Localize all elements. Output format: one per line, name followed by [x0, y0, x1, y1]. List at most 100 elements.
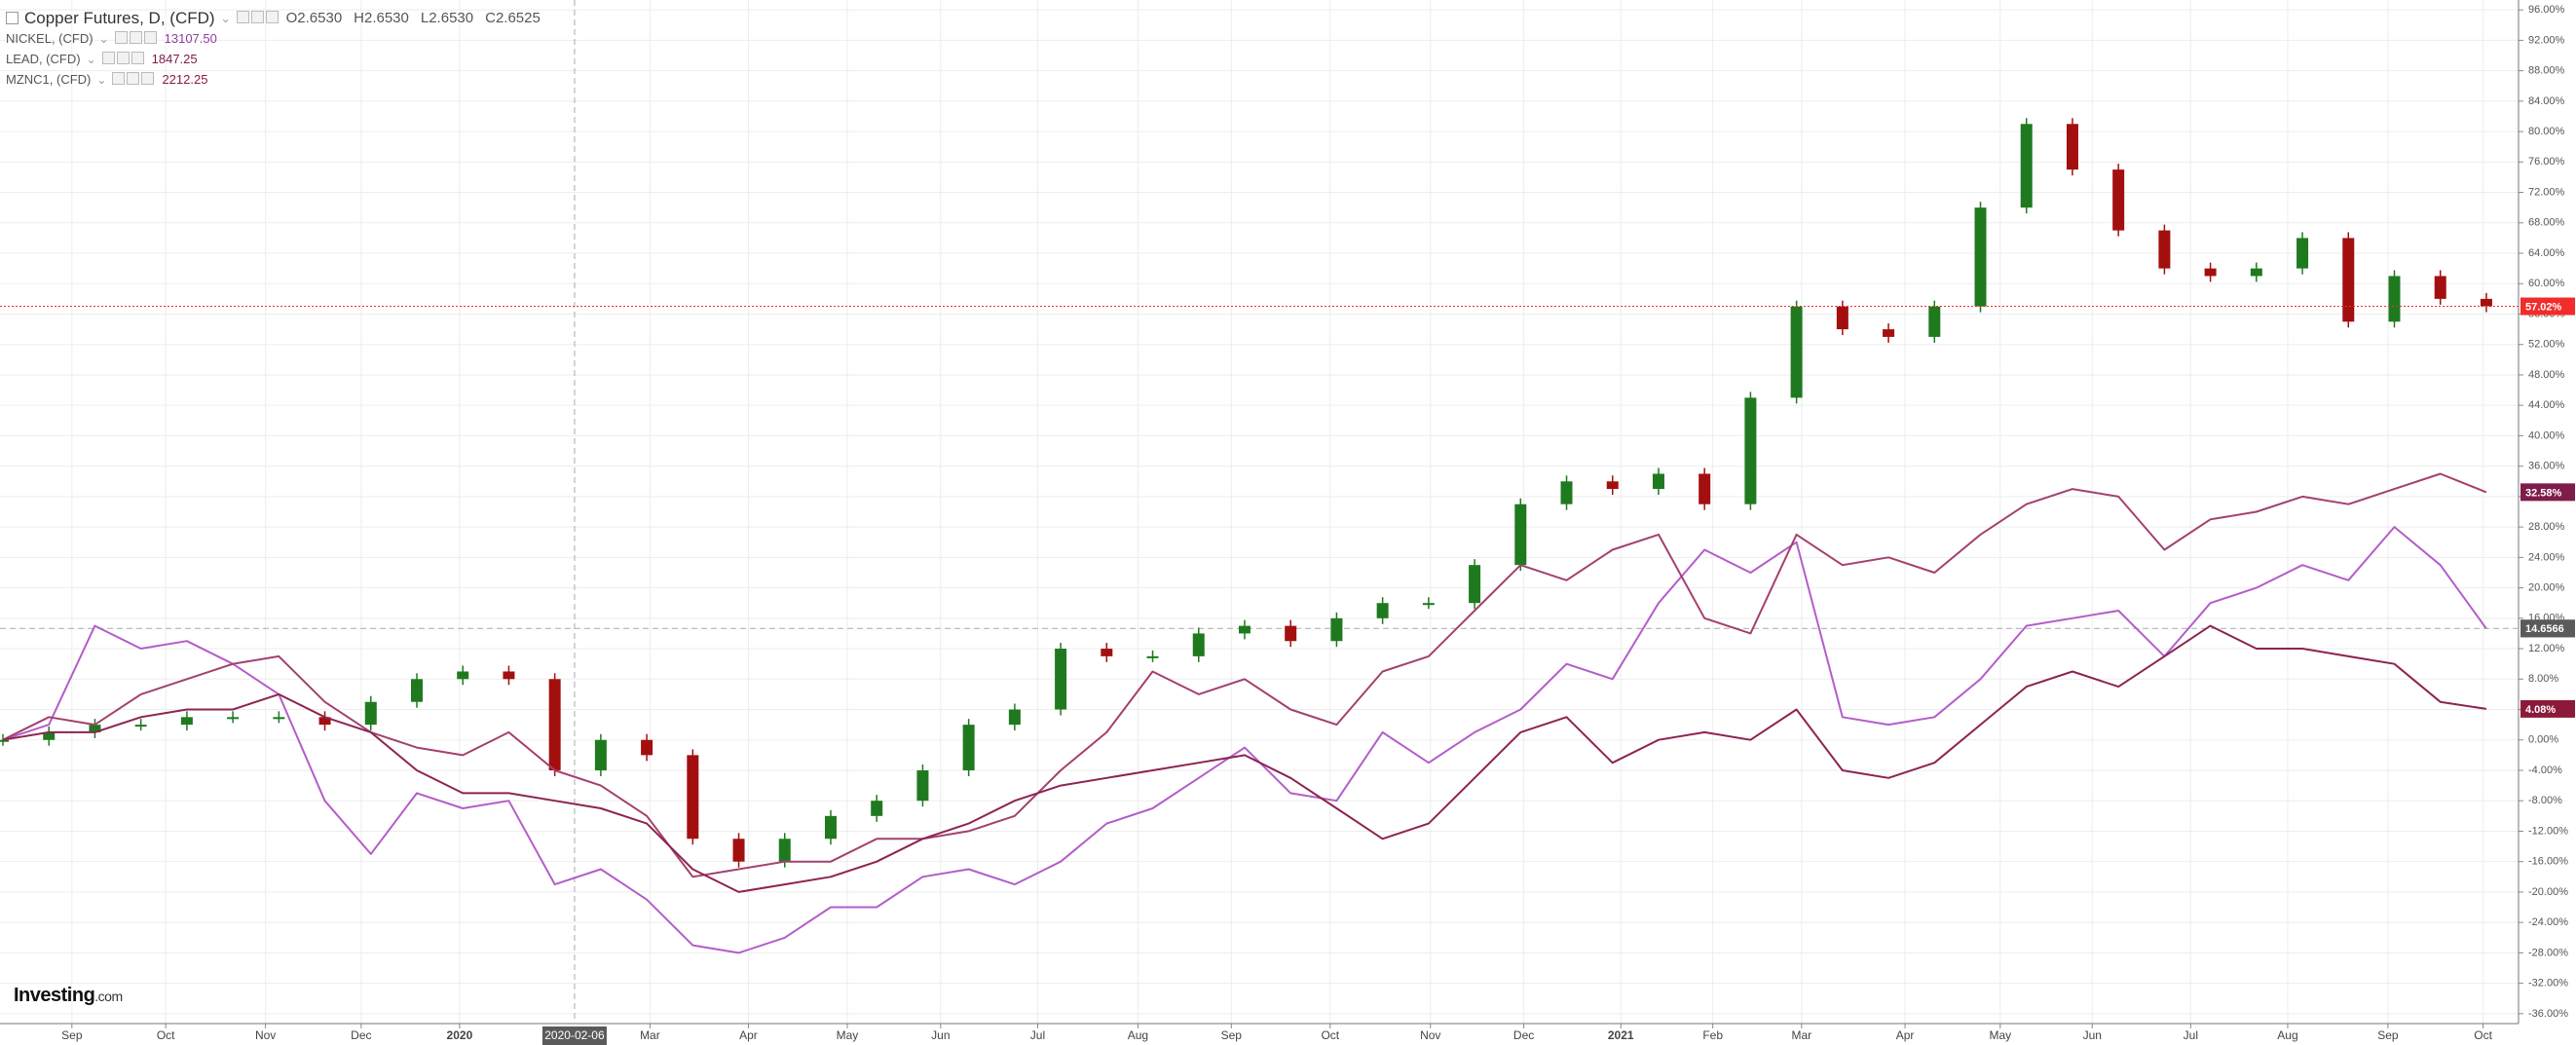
x-tick-label: Apr [739, 1028, 758, 1042]
y-tick-label: -4.00% [2528, 765, 2562, 776]
candle-body [1514, 504, 1527, 566]
candle-body [89, 725, 101, 732]
y-tick-label: 68.00% [2528, 217, 2565, 229]
y-tick-label: -8.00% [2528, 795, 2562, 806]
candle-body [1883, 329, 1895, 337]
caret[interactable]: ⌄ [96, 72, 107, 87]
button[interactable] [143, 30, 157, 44]
x-tick-label: Oct [2474, 1028, 2492, 1042]
last-value-label: 57.02% [2520, 297, 2575, 316]
last-value-text: 4.08% [2525, 704, 2556, 716]
x-tick-label: Jul [1030, 1028, 1045, 1042]
candle-body [364, 701, 377, 726]
x-tick-label: Aug [1128, 1028, 1148, 1042]
x-tick-label: May [1989, 1028, 2011, 1042]
y-tick-label: 64.00% [2528, 247, 2565, 259]
candle-body [273, 717, 285, 720]
button[interactable] [116, 51, 130, 64]
x-tick-label: Mar [1791, 1028, 1811, 1042]
y-tick-label: 44.00% [2528, 399, 2565, 411]
last-value-bg [2520, 699, 2575, 718]
candle-body [1330, 617, 1343, 642]
y-tick-label: -28.00% [2528, 947, 2568, 958]
candle-body [1928, 306, 1941, 337]
candle-body [2388, 276, 2401, 322]
series-line [2, 526, 2487, 954]
button[interactable] [114, 30, 128, 44]
button[interactable] [129, 30, 142, 44]
candle-body [916, 769, 929, 802]
y-tick-label: 0.00% [2528, 734, 2558, 746]
last-value-text: 32.58% [2525, 487, 2562, 499]
button[interactable] [101, 51, 115, 64]
x-tick-label: Jul [2184, 1028, 2198, 1042]
candle-body [1974, 207, 1987, 307]
candle-body [2296, 238, 2309, 269]
button[interactable] [131, 51, 144, 64]
legend-price: 13107.50 [164, 30, 217, 46]
x-tick-label: Jun [931, 1028, 950, 1042]
y-tick-label: -20.00% [2528, 886, 2568, 898]
candle-body [1146, 655, 1159, 658]
caret[interactable]: ⌄ [220, 11, 231, 25]
y-tick-label: -12.00% [2528, 825, 2568, 837]
logo: Investing.com [14, 985, 123, 1007]
candle-body [1192, 633, 1205, 656]
ohlc-high: H2.6530 [354, 9, 409, 26]
button[interactable] [265, 10, 279, 23]
buttons [112, 70, 156, 90]
brand: Investing [14, 985, 95, 1006]
x-tick-label: Jun [2083, 1028, 2102, 1042]
candle-body [1469, 565, 1481, 604]
button[interactable] [127, 71, 140, 85]
crosshair-x-bg [541, 1026, 607, 1045]
y-tick-label: 92.00% [2528, 34, 2565, 46]
legend-name: LEAD, (CFD) [6, 51, 81, 66]
candle-body [1101, 649, 1113, 656]
collapse-icon[interactable] [6, 12, 19, 24]
candle-body [410, 679, 423, 702]
candle-body [871, 801, 883, 816]
y-tick-label: 28.00% [2528, 521, 2565, 533]
x-tick-label: Aug [2277, 1028, 2297, 1042]
candle-body [2112, 169, 2125, 231]
y-tick-label: 96.00% [2528, 4, 2565, 16]
candle-body [1285, 625, 1297, 642]
x-tick-label: 2021 [1608, 1028, 1634, 1042]
candle-body [227, 717, 240, 720]
caret[interactable]: ⌄ [98, 31, 109, 46]
candle-body [2480, 298, 2492, 307]
x-tick-label: Sep [61, 1028, 83, 1042]
button[interactable] [236, 10, 249, 23]
candle-body [2434, 276, 2446, 299]
candle-body [962, 725, 975, 770]
candle-body [778, 839, 791, 862]
ohlc-low: L2.6530 [420, 9, 474, 26]
y-tick-label: 76.00% [2528, 156, 2565, 168]
y-tick-label: 36.00% [2528, 461, 2565, 472]
legend-row: NICKEL, (CFD) ⌄ 13107.50 [6, 28, 546, 49]
candle-body [1238, 625, 1251, 634]
y-tick-label: 24.00% [2528, 551, 2565, 563]
last-value-label: 32.58% [2520, 483, 2575, 502]
x-tick-label: Oct [1321, 1028, 1339, 1042]
y-tick-label: 84.00% [2528, 95, 2565, 107]
ohlc-close: C2.6525 [485, 9, 541, 26]
candle-body [687, 755, 699, 840]
candle-body [2158, 230, 2171, 269]
y-tick-label: 72.00% [2528, 186, 2565, 198]
brand-suffix: .com [94, 989, 123, 1004]
button[interactable] [141, 71, 155, 85]
buttons [101, 50, 146, 69]
button[interactable] [112, 71, 126, 85]
candle-body [43, 731, 56, 740]
y-tick-label: -24.00% [2528, 916, 2568, 928]
caret[interactable]: ⌄ [86, 52, 96, 66]
candle-body [1560, 481, 1573, 504]
candle-body [134, 725, 147, 728]
crosshair-y-bg [2520, 619, 2575, 638]
legend-price: 2212.25 [162, 71, 208, 87]
button[interactable] [250, 10, 264, 23]
